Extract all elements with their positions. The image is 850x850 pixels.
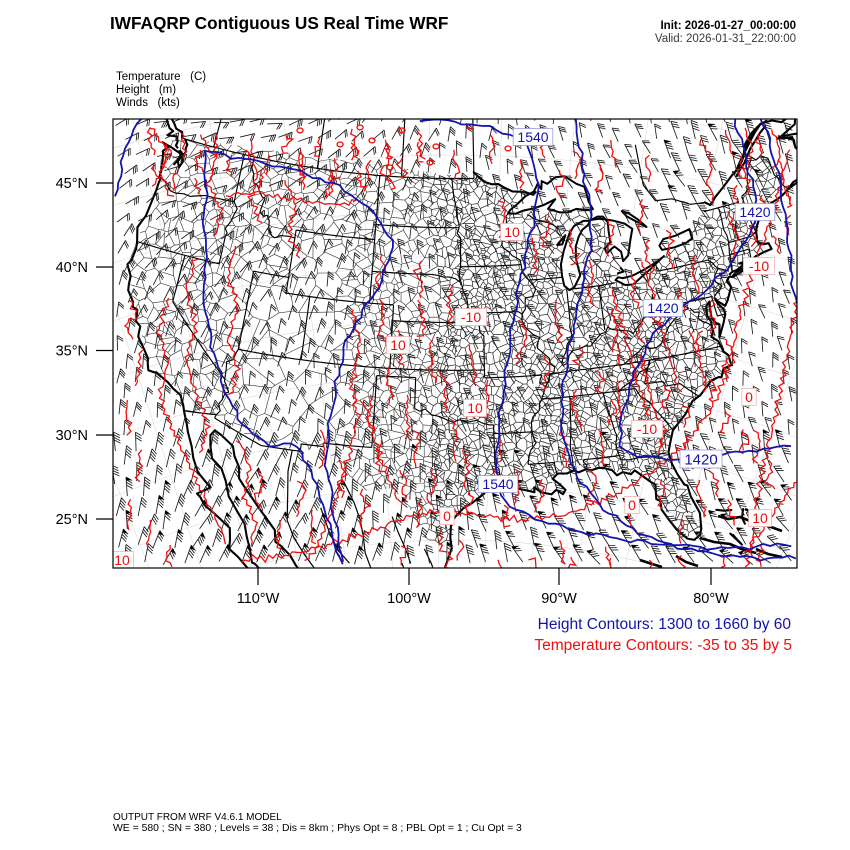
svg-text:10: 10 [467, 400, 483, 416]
svg-text:110°W: 110°W [237, 591, 280, 607]
svg-text:OUTPUT FROM WRF V4.6.1 MODEL: OUTPUT FROM WRF V4.6.1 MODEL [113, 812, 282, 823]
svg-text:90°W: 90°W [541, 591, 577, 607]
svg-text:10: 10 [390, 337, 406, 353]
svg-text:Height (m): Height (m) [116, 84, 176, 96]
svg-text:10: 10 [752, 510, 768, 526]
svg-text:10: 10 [114, 552, 130, 568]
svg-text:-10: -10 [637, 421, 657, 437]
svg-text:45°N: 45°N [56, 176, 88, 192]
svg-text:Winds (kts): Winds (kts) [116, 97, 180, 109]
svg-text:25°N: 25°N [56, 512, 88, 528]
svg-text:Valid: 2026-01-31_22:00:00: Valid: 2026-01-31_22:00:00 [655, 33, 796, 45]
svg-text:Temperature (C): Temperature (C) [116, 71, 206, 83]
svg-text:-10: -10 [749, 258, 769, 274]
svg-text:0: 0 [745, 389, 753, 405]
svg-text:1420: 1420 [739, 204, 770, 220]
svg-text:1420: 1420 [647, 300, 678, 316]
svg-text:80°W: 80°W [693, 591, 729, 607]
svg-text:-10: -10 [461, 309, 481, 325]
svg-text:1540: 1540 [517, 129, 548, 145]
svg-text:100°W: 100°W [387, 591, 431, 607]
svg-text:0: 0 [443, 508, 451, 524]
svg-text:IWFAQRP Contiguous US Real Tim: IWFAQRP Contiguous US Real Time WRF [110, 13, 448, 33]
svg-text:10: 10 [504, 224, 520, 240]
svg-text:30°N: 30°N [56, 428, 88, 444]
svg-text:Temperature Contours: -35 to 3: Temperature Contours: -35 to 35 by 5 [534, 637, 792, 654]
svg-text:1540: 1540 [482, 476, 513, 492]
svg-text:Height Contours: 1300 to 1660: Height Contours: 1300 to 1660 by 60 [538, 616, 792, 633]
svg-text:1420: 1420 [684, 451, 717, 468]
svg-text:0: 0 [628, 497, 636, 513]
svg-text:35°N: 35°N [56, 344, 88, 360]
svg-text:40°N: 40°N [56, 260, 88, 276]
svg-text:Init: 2026-01-27_00:00:00: Init: 2026-01-27_00:00:00 [660, 20, 796, 32]
svg-text:WE = 580 ; SN = 380 ; Levels =: WE = 580 ; SN = 380 ; Levels = 38 ; Dis … [113, 823, 522, 834]
